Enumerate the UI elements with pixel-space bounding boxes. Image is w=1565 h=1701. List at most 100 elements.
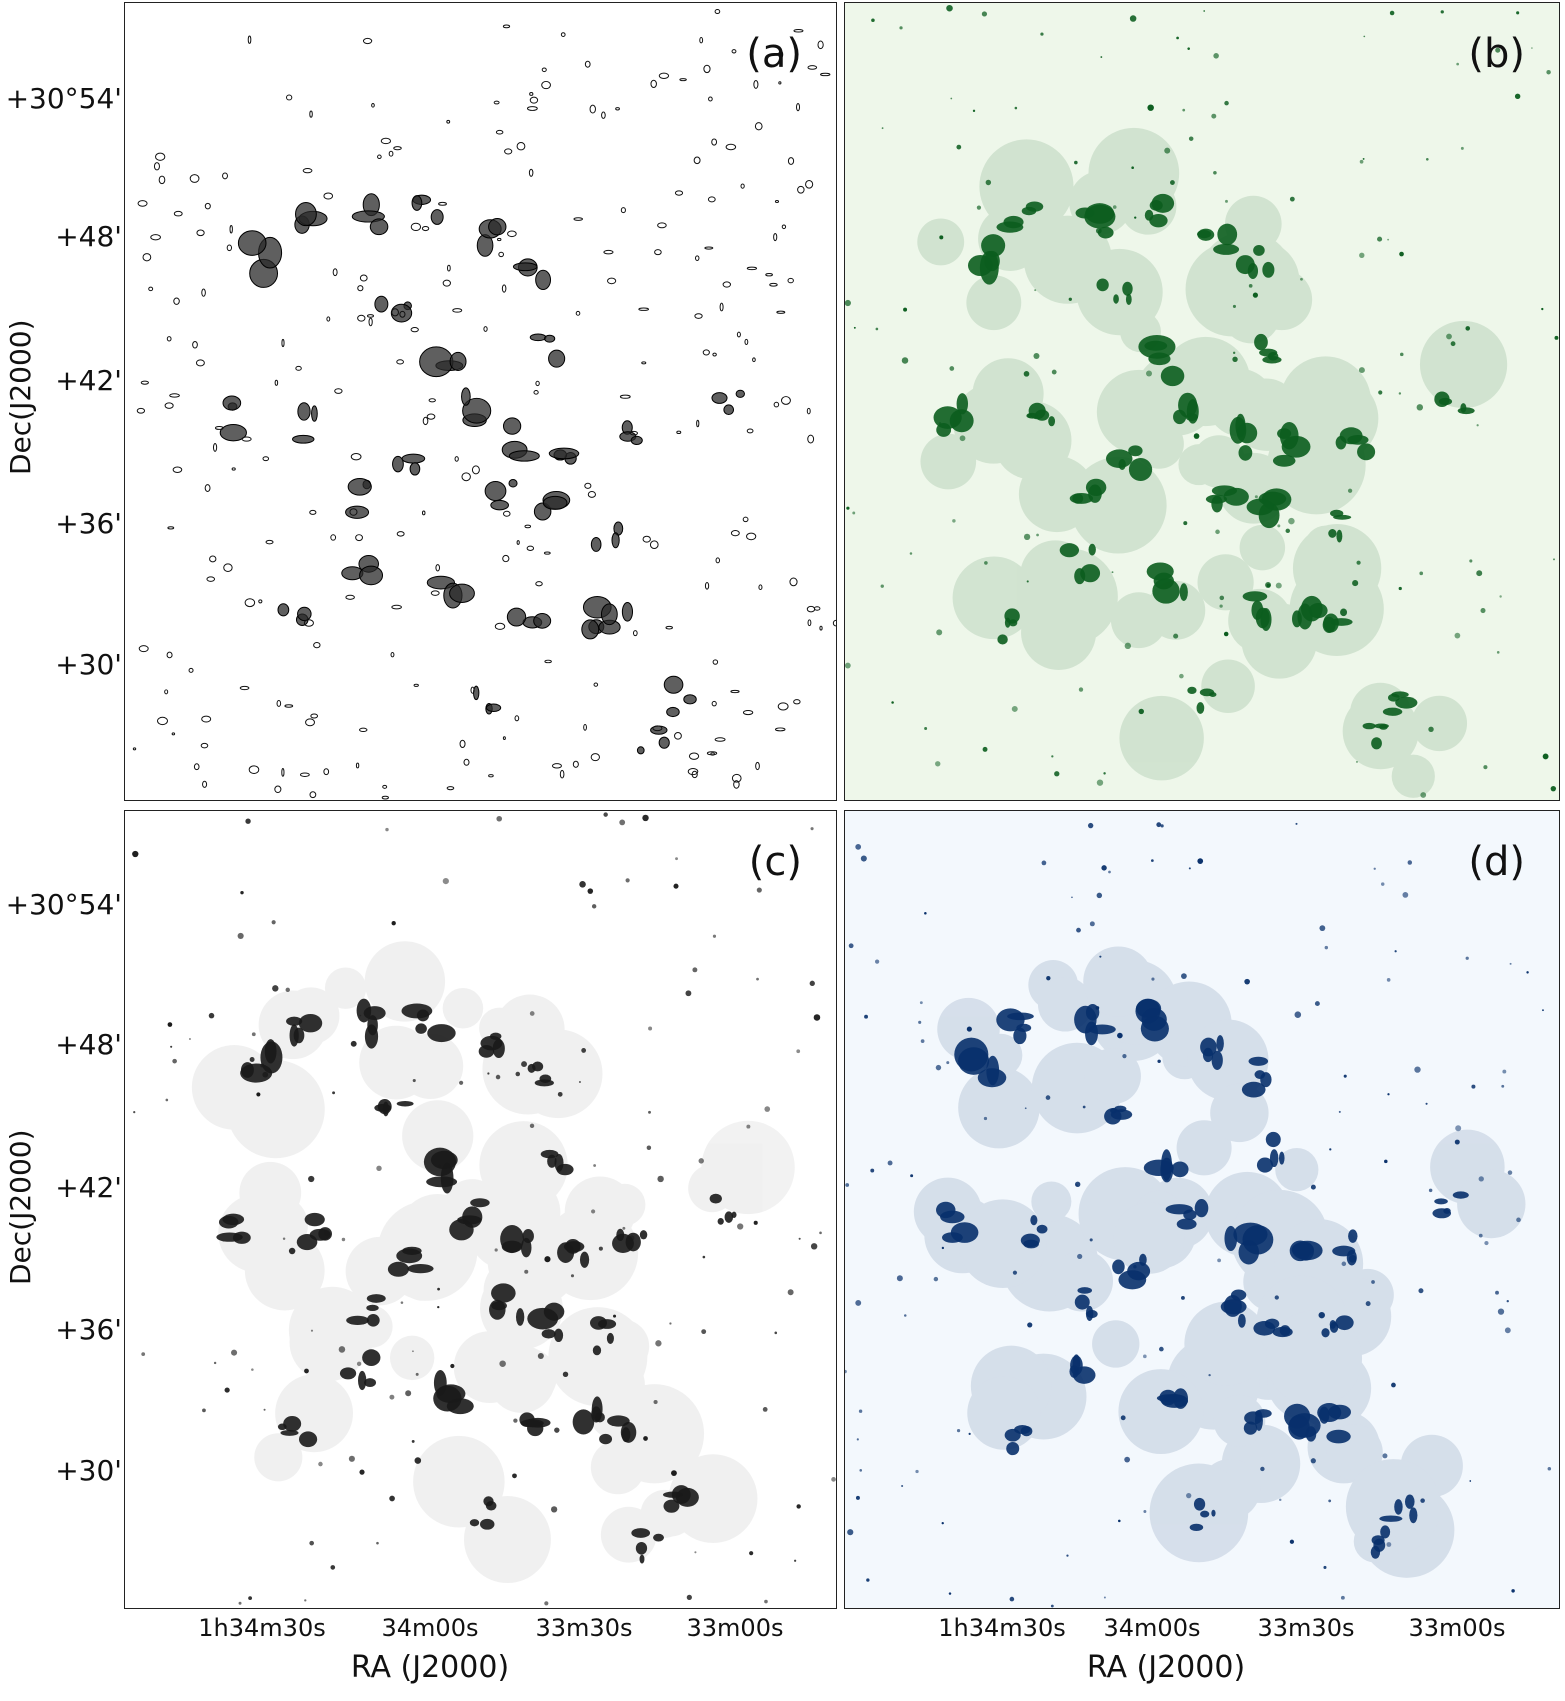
emission-clump [1264, 1318, 1280, 1329]
emission-clump [1224, 1225, 1238, 1252]
emission-clump [1251, 600, 1264, 621]
emission-clump [1253, 244, 1265, 256]
point-source [648, 1026, 653, 1031]
point-source [753, 1220, 758, 1225]
emission-clump [636, 746, 645, 755]
point-source [1387, 238, 1390, 241]
point-source [413, 683, 419, 687]
point-source [1550, 785, 1557, 792]
emission-clump [612, 1233, 634, 1254]
emission-clump [1152, 578, 1180, 604]
emission-clump [297, 606, 312, 622]
emission-clump [419, 346, 454, 378]
point-source [200, 742, 209, 749]
point-source [674, 190, 684, 196]
point-source [810, 1243, 818, 1250]
emission-clump [1112, 1259, 1125, 1275]
x-axis-label-right: RA (J2000) [1086, 1650, 1246, 1685]
point-source [1146, 370, 1153, 377]
point-source [262, 1071, 269, 1078]
point-source [956, 1428, 961, 1433]
point-source [299, 772, 310, 777]
point-source [1546, 69, 1551, 75]
panel-c-label: (c) [748, 839, 802, 885]
point-source [935, 761, 941, 767]
panel-d: (d) [844, 810, 1560, 1609]
point-source [410, 222, 422, 232]
point-source [470, 686, 475, 694]
point-source [1193, 433, 1200, 439]
emission-clump [240, 1062, 254, 1078]
point-source [981, 11, 988, 17]
emission-clump [1160, 1157, 1174, 1183]
emission-clump [1452, 1191, 1469, 1199]
emission-clump [621, 601, 634, 622]
emission-clump [304, 1212, 325, 1227]
point-source [412, 1078, 416, 1083]
point-source [1203, 10, 1206, 12]
point-source [248, 1596, 253, 1601]
emission-clump [1265, 1131, 1281, 1148]
point-source [702, 1255, 706, 1259]
point-source [924, 727, 928, 731]
emission-clump [1088, 484, 1102, 503]
point-source [694, 1551, 697, 1554]
emission-clump [1059, 543, 1080, 558]
point-source [1378, 390, 1383, 395]
panel-c-background-sources [132, 812, 836, 1606]
emission-clump [311, 405, 318, 422]
point-source [238, 1601, 242, 1605]
ytick-bottom-0: +30°54' [5, 888, 122, 921]
emission-clump [298, 1013, 323, 1033]
emission-clump [298, 1431, 318, 1448]
point-source [251, 1032, 256, 1037]
emission-clump [997, 634, 1008, 645]
emission-clump [1223, 1295, 1242, 1317]
emission-clump [1118, 1270, 1147, 1290]
point-source [899, 26, 903, 30]
point-source [1497, 1308, 1505, 1315]
emission-clump [1088, 543, 1096, 556]
point-source [276, 700, 282, 707]
emission-clump [723, 404, 735, 416]
point-source [1359, 159, 1364, 164]
point-source [516, 142, 526, 151]
point-source [956, 144, 962, 150]
emission-clump [967, 255, 993, 277]
point-source [1465, 326, 1471, 331]
point-source [752, 357, 756, 363]
point-source [910, 1174, 914, 1178]
point-source [1133, 1265, 1137, 1269]
point-source [358, 727, 368, 733]
point-source [411, 1439, 415, 1443]
point-source [1507, 1170, 1513, 1175]
emission-clump [502, 417, 522, 435]
emission-clump [611, 532, 620, 549]
point-source [714, 8, 721, 15]
emission-clump [416, 1009, 430, 1022]
point-source [1407, 860, 1413, 865]
emission-clump [600, 603, 618, 626]
emission-clump [1262, 261, 1275, 278]
point-source [1314, 1001, 1320, 1007]
point-source [1480, 608, 1486, 614]
point-source [807, 619, 812, 627]
point-source [286, 94, 293, 101]
point-source [693, 156, 701, 165]
point-source [711, 138, 718, 146]
point-source [831, 1477, 836, 1482]
emission-clump [1217, 223, 1238, 246]
panel-c-image [125, 811, 836, 1608]
emission-clump [1205, 494, 1227, 504]
emission-clump [958, 1047, 990, 1075]
point-source [796, 1049, 801, 1054]
point-source [1495, 1290, 1499, 1295]
emission-clump [1235, 255, 1255, 275]
emission-clump [589, 1316, 607, 1330]
emission-clump [1118, 459, 1126, 471]
point-source [524, 1269, 529, 1274]
emission-clump [1434, 1198, 1448, 1205]
point-source [845, 1183, 850, 1187]
point-source [1456, 62, 1459, 66]
emission-clump [1216, 1035, 1224, 1052]
